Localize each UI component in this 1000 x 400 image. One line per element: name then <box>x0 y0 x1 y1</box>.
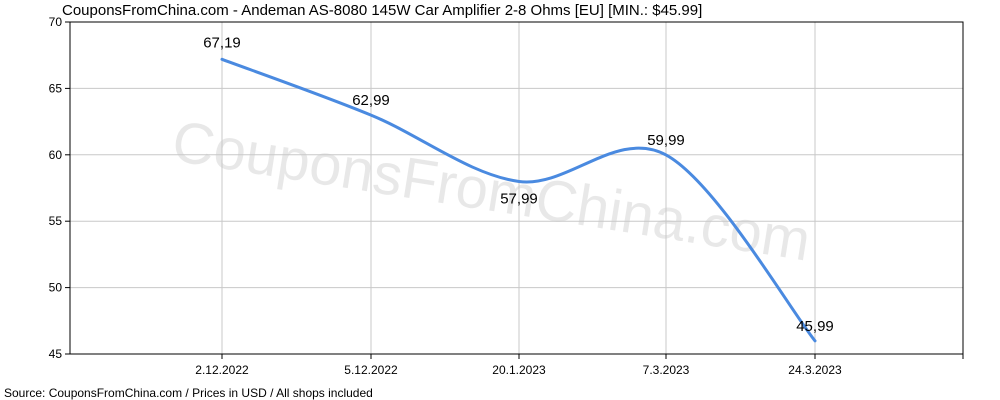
y-tick-label: 70 <box>49 15 63 29</box>
y-axis: 45 50 55 60 65 70 <box>49 15 70 361</box>
data-label: 67,19 <box>203 34 241 51</box>
watermark: CouponsFromChina.com <box>168 109 815 274</box>
data-label: 62,99 <box>352 92 390 109</box>
x-tick-label: 5.12.2022 <box>344 363 398 377</box>
x-tick-label: 7.3.2023 <box>643 363 690 377</box>
y-tick-label: 50 <box>49 281 63 295</box>
y-tick-label: 65 <box>49 81 63 95</box>
source-note: Source: CouponsFromChina.com / Prices in… <box>4 386 373 400</box>
x-tick-label: 2.12.2022 <box>195 363 249 377</box>
y-tick-label: 60 <box>49 148 63 162</box>
data-label: 57,99 <box>500 190 538 207</box>
plot-frame <box>69 21 964 355</box>
grid-lines <box>70 22 963 354</box>
y-tick-label: 45 <box>49 347 63 361</box>
y-tick-label: 55 <box>49 214 63 228</box>
price-series-line <box>220 57 817 343</box>
data-label: 59,99 <box>647 132 685 149</box>
data-labels: 67,19 62,99 57,99 59,99 45,99 <box>203 34 834 335</box>
x-axis: 2.12.2022 5.12.2022 20.1.2023 7.3.2023 24.3.… <box>195 354 964 377</box>
x-tick-label: 20.1.2023 <box>492 363 546 377</box>
data-label: 45,99 <box>796 318 834 335</box>
x-tick-label: 24.3.2023 <box>788 363 842 377</box>
chart-title: CouponsFromChina.com - Andeman AS-8080 1… <box>62 2 702 19</box>
